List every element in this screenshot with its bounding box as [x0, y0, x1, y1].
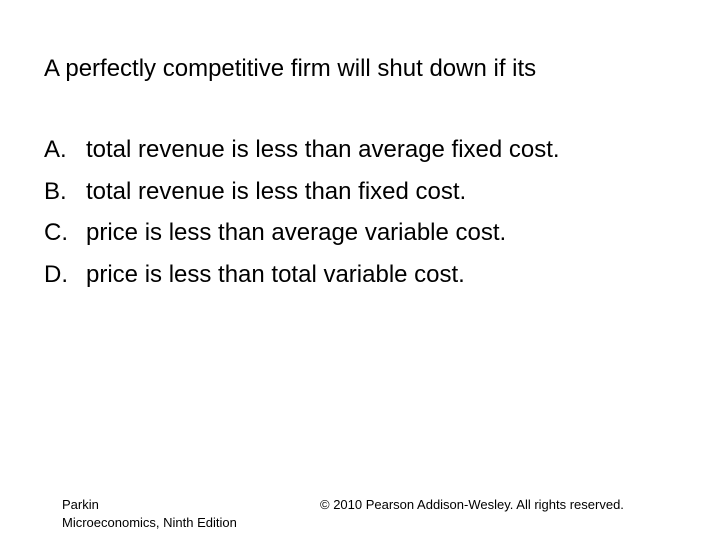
option-text: price is less than average variable cost…: [86, 219, 507, 246]
answer-option-d: D. price is less than total variable cos…: [44, 257, 560, 299]
answer-option-a: A. total revenue is less than average fi…: [44, 132, 560, 174]
footer-book-title: Microeconomics, Ninth Edition: [62, 515, 237, 530]
option-letter: B.: [44, 177, 67, 205]
answer-options-list: A. total revenue is less than average fi…: [44, 132, 560, 298]
answer-option-c: C. price is less than average variable c…: [44, 215, 560, 257]
option-text: total revenue is less than average fixed…: [86, 136, 560, 163]
option-text: total revenue is less than fixed cost.: [86, 177, 467, 205]
option-letter: D.: [44, 260, 68, 288]
option-letter: C.: [44, 219, 68, 246]
answer-option-b: B. total revenue is less than fixed cost…: [44, 174, 560, 216]
question-text: A perfectly competitive firm will shut d…: [44, 55, 537, 82]
option-letter: A.: [44, 136, 67, 163]
option-text: price is less than total variable cost.: [86, 260, 465, 288]
footer-author: Parkin: [62, 497, 99, 512]
footer-book-info: Parkin Microeconomics, Ninth Edition: [62, 496, 237, 532]
footer-copyright: © 2010 Pearson Addison-Wesley. All right…: [320, 497, 624, 512]
